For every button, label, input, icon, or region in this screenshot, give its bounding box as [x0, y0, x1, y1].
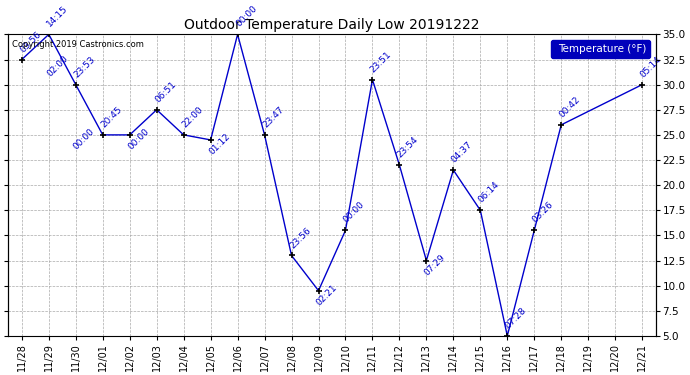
Text: 00:00: 00:00	[71, 127, 96, 152]
Text: 23:47: 23:47	[261, 105, 286, 129]
Text: 06:51: 06:51	[153, 80, 178, 104]
Text: 03:26: 03:26	[531, 200, 555, 225]
Text: 04:37: 04:37	[450, 140, 474, 165]
Text: 01:12: 01:12	[207, 132, 232, 157]
Text: 00:00: 00:00	[234, 4, 259, 29]
Text: Copyright 2019 Castronics.com: Copyright 2019 Castronics.com	[12, 40, 144, 50]
Text: 07:29: 07:29	[423, 253, 447, 277]
Text: 23:56: 23:56	[288, 225, 313, 250]
Text: 07:28: 07:28	[504, 306, 529, 330]
Text: 23:51: 23:51	[369, 50, 393, 74]
Text: 00:42: 00:42	[558, 95, 582, 119]
Text: 14:15: 14:15	[46, 4, 70, 29]
Text: 23:53: 23:53	[72, 54, 97, 79]
Text: 00:00: 00:00	[126, 127, 151, 152]
Text: 00:00: 00:00	[342, 200, 366, 225]
Text: 02:00: 02:00	[46, 54, 70, 78]
Legend: Temperature (°F): Temperature (°F)	[551, 40, 651, 58]
Text: 20:45: 20:45	[99, 105, 124, 129]
Text: 22:00: 22:00	[180, 105, 204, 129]
Title: Outdoor Temperature Daily Low 20191222: Outdoor Temperature Daily Low 20191222	[184, 18, 480, 32]
Text: 02:21: 02:21	[315, 283, 339, 308]
Text: 06:14: 06:14	[477, 180, 502, 205]
Text: 05:14: 05:14	[638, 54, 663, 79]
Text: 03:56: 03:56	[18, 29, 43, 54]
Text: 23:54: 23:54	[396, 135, 420, 159]
